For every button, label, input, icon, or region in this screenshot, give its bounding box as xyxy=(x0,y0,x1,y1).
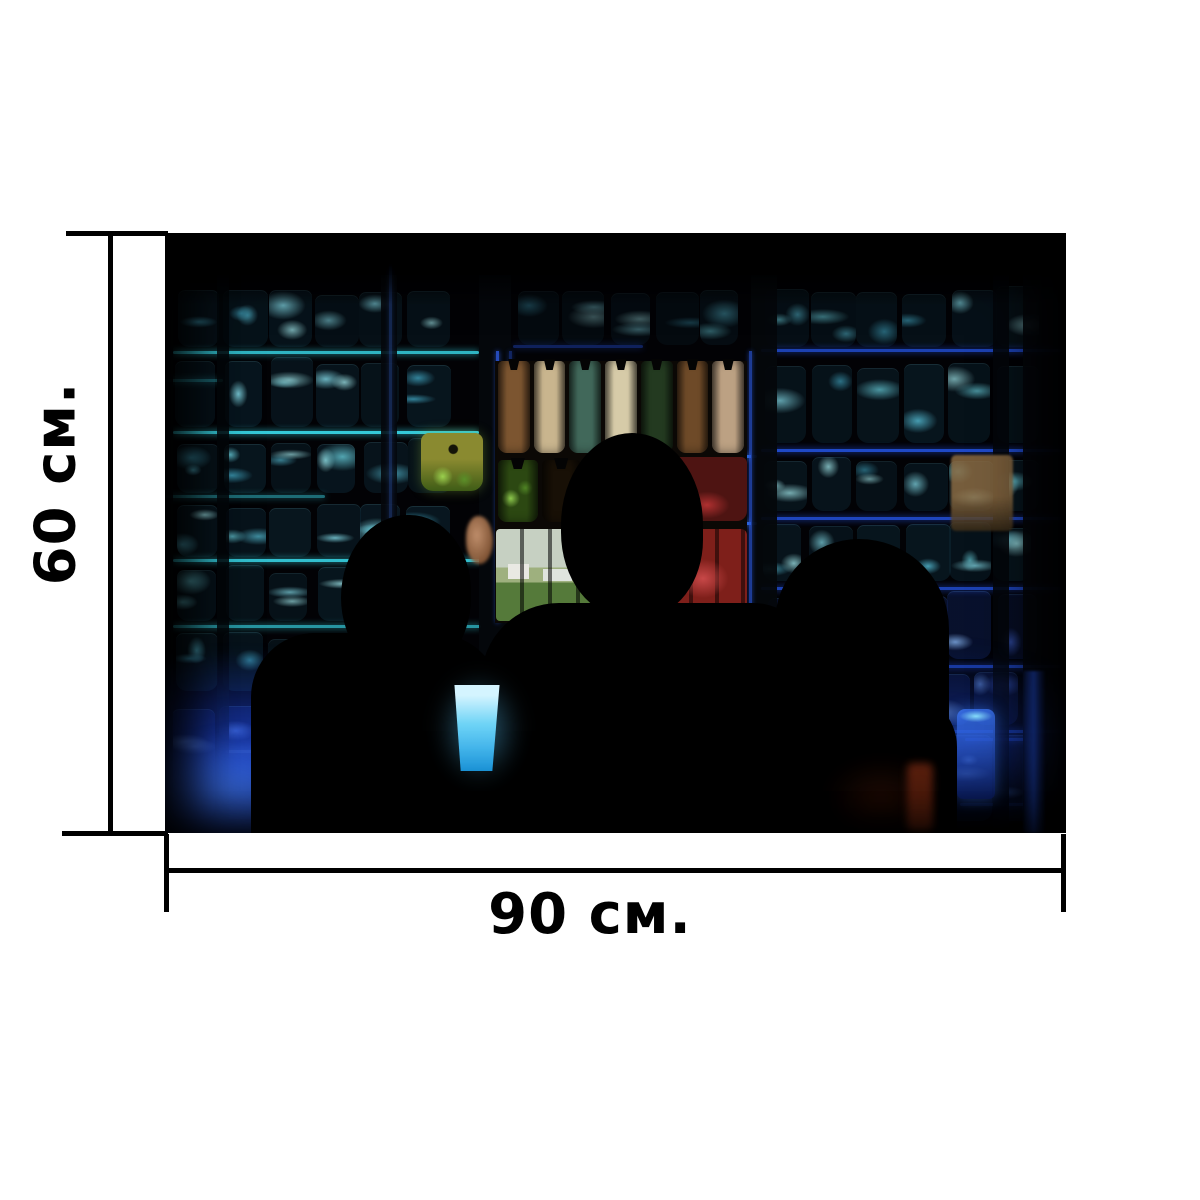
foliage-jar xyxy=(498,460,538,522)
jar xyxy=(947,363,991,443)
shelf-line xyxy=(761,449,1061,452)
shelf-post xyxy=(165,233,173,833)
width-dimension-tick-left xyxy=(164,834,169,912)
top-shadow xyxy=(165,233,1066,305)
jar xyxy=(948,521,992,581)
jar xyxy=(904,363,944,443)
shelf-line xyxy=(173,625,481,628)
jar xyxy=(811,456,851,511)
height-dimension-tick-top xyxy=(66,231,168,236)
height-label: 60 см. xyxy=(23,381,89,585)
jar xyxy=(855,460,898,511)
shelf-line xyxy=(173,559,481,562)
olive-foliage-jar xyxy=(421,433,483,491)
jar xyxy=(270,443,311,493)
jar xyxy=(676,361,709,453)
jar xyxy=(316,364,359,427)
shelf-line xyxy=(513,345,643,348)
blue-lit-post xyxy=(1023,671,1045,833)
width-dimension-tick-right xyxy=(1061,834,1066,912)
jar xyxy=(406,364,451,427)
shelf-line xyxy=(165,495,325,498)
person-silhouette-center-head xyxy=(561,433,703,617)
width-dimension-line xyxy=(164,868,1066,873)
shelf-line xyxy=(761,349,1061,352)
jar xyxy=(271,357,313,427)
jar xyxy=(857,367,900,443)
jar xyxy=(569,361,602,453)
width-label: 90 см. xyxy=(488,882,692,947)
jar xyxy=(177,504,219,557)
jar xyxy=(498,361,530,453)
shelf-line xyxy=(173,431,479,434)
jar xyxy=(224,360,262,427)
jar xyxy=(224,443,267,493)
shelf-line xyxy=(165,379,223,382)
jar xyxy=(812,364,853,443)
height-label-wrap: 60 см. xyxy=(8,233,104,833)
blue-glow-jar xyxy=(957,709,995,799)
product-photo xyxy=(165,233,1066,833)
glowing-cup xyxy=(454,685,500,771)
glimpsed-face xyxy=(466,516,493,564)
warm-glow-patch xyxy=(951,455,1013,531)
jar xyxy=(176,444,219,493)
jar xyxy=(175,361,215,427)
jar xyxy=(269,572,307,621)
jar xyxy=(904,462,949,511)
jar xyxy=(712,361,745,453)
height-dimension-tick-bottom xyxy=(62,831,168,836)
jar xyxy=(947,591,991,659)
shelf-line xyxy=(173,351,479,354)
jar xyxy=(316,443,356,493)
jar xyxy=(225,565,264,621)
jar xyxy=(533,361,566,453)
height-dimension-line xyxy=(108,236,113,834)
shelf-line xyxy=(761,517,1061,520)
frame-line xyxy=(749,351,752,623)
jar xyxy=(268,508,311,557)
jar xyxy=(225,508,267,557)
jar xyxy=(177,569,217,621)
red-accent xyxy=(907,763,933,831)
